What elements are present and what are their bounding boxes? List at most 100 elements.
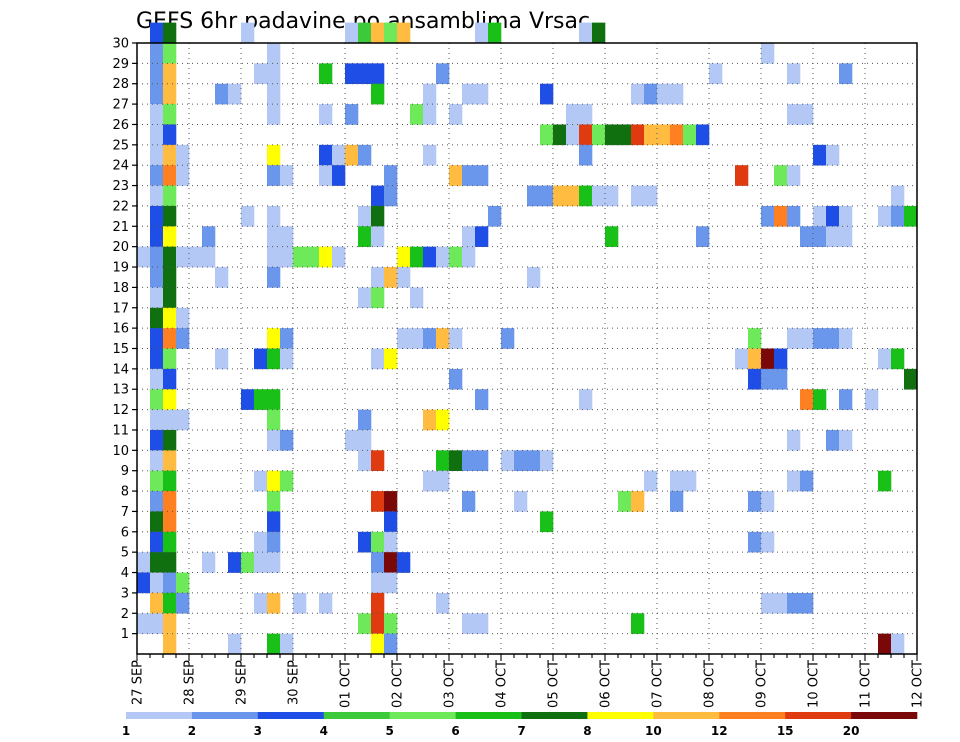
heatmap-cell (384, 348, 398, 370)
y-tick-label: 9 (121, 464, 129, 479)
y-tick-label: 21 (112, 220, 129, 235)
heatmap-cell (267, 552, 281, 573)
heatmap-cell (150, 185, 164, 207)
heatmap-cell (241, 389, 255, 410)
heatmap-cell (163, 185, 177, 207)
x-tick-label: 12 OCT (911, 660, 926, 708)
heatmap-cell (358, 63, 372, 85)
heatmap-cell (332, 246, 346, 268)
heatmap-cell (904, 205, 918, 227)
heatmap-cell (566, 185, 580, 207)
heatmap-cell (150, 63, 164, 85)
heatmap-cell (293, 246, 307, 268)
heatmap-cell (878, 633, 892, 655)
heatmap-cell (371, 633, 385, 655)
heatmap-cell (150, 429, 164, 451)
heatmap-cell (670, 124, 684, 146)
heatmap-cell (163, 409, 177, 431)
heatmap-cell (150, 389, 164, 410)
heatmap-cell (644, 185, 658, 207)
x-axis-ticks: 27 SEP 28 SEP 29 SEP 30 SEP 01 OCT 02 OCT 03 O… (131, 654, 926, 708)
colorbar-label: 10 (645, 724, 662, 738)
heatmap-cell (254, 348, 268, 370)
heatmap-cell (475, 83, 489, 105)
heatmap-cell (163, 165, 177, 186)
heatmap-cell (462, 226, 476, 247)
heatmap-cell (150, 83, 164, 105)
heatmap-cell (280, 226, 294, 247)
heatmap-cell (761, 491, 775, 512)
heatmap-cell (761, 531, 775, 553)
heatmap-cell (176, 165, 190, 186)
heatmap-cell (371, 63, 385, 85)
heatmap-cell (163, 491, 177, 512)
heatmap-cell (397, 22, 411, 44)
heatmap-cell (202, 226, 216, 247)
heatmap-cell (163, 226, 177, 247)
heatmap-cell (371, 491, 385, 512)
heatmap-cell (371, 83, 385, 105)
heatmap-cell (267, 226, 281, 247)
heatmap-cell (579, 104, 593, 125)
heatmap-cell (150, 124, 164, 146)
heatmap-cell (696, 226, 710, 247)
heatmap-cell (774, 368, 788, 390)
heatmap-cell (787, 592, 801, 614)
y-tick-label: 11 (112, 423, 129, 438)
heatmap-cell (748, 348, 762, 370)
heatmap-cell (449, 328, 463, 349)
y-tick-label: 29 (112, 57, 129, 72)
heatmap-cell (306, 246, 320, 268)
heatmap-cell (371, 348, 385, 370)
heatmap-cell (137, 613, 151, 634)
heatmap-cell (358, 144, 372, 166)
heatmap-cell (150, 328, 164, 349)
heatmap-cell (150, 409, 164, 431)
heatmap-cell (813, 328, 827, 349)
heatmap-cell (371, 531, 385, 553)
heatmap-cell (644, 124, 658, 146)
heatmap-cell (423, 104, 437, 125)
heatmap-cell (423, 409, 437, 431)
heatmap-cell (254, 592, 268, 614)
y-tick-label: 25 (112, 138, 129, 153)
heatmap-cell (683, 470, 697, 492)
heatmap-cell (150, 205, 164, 227)
heatmap-cell (163, 592, 177, 614)
heatmap-cell (267, 348, 281, 370)
heatmap-cell (761, 205, 775, 227)
heatmap-cell (371, 592, 385, 614)
heatmap-cell (163, 368, 177, 390)
heatmap-cell (436, 328, 450, 349)
heatmap-cell (644, 470, 658, 492)
heatmap-cell (267, 328, 281, 349)
heatmap-cell (813, 389, 827, 410)
heatmap-cell (787, 63, 801, 85)
colorbar-label: 15 (777, 724, 794, 738)
heatmap-cell (410, 287, 424, 309)
heatmap-cell (774, 348, 788, 370)
heatmap-cell (280, 429, 294, 451)
heatmap-cell (774, 205, 788, 227)
heatmap-cell (423, 83, 437, 105)
heatmap-cell (826, 429, 840, 451)
y-tick-label: 10 (112, 444, 129, 459)
heatmap-cell (397, 267, 411, 288)
heatmap-cell (384, 165, 398, 186)
heatmap-cell (527, 267, 541, 288)
heatmap-cell (540, 511, 554, 533)
heatmap-cell (748, 531, 762, 553)
heatmap-cell (280, 328, 294, 349)
heatmap-cell (410, 328, 424, 349)
heatmap-cell (241, 552, 255, 573)
x-tick-label: 10 OCT (807, 660, 822, 708)
y-tick-label: 26 (112, 118, 129, 133)
heatmap-cell (839, 429, 853, 451)
heatmap-cell (748, 491, 762, 512)
heatmap-cell (293, 592, 307, 614)
colorbar-label: 7 (517, 724, 525, 738)
heatmap-cell (449, 246, 463, 268)
heatmap-cell (462, 165, 476, 186)
heatmap-cell (813, 226, 827, 247)
